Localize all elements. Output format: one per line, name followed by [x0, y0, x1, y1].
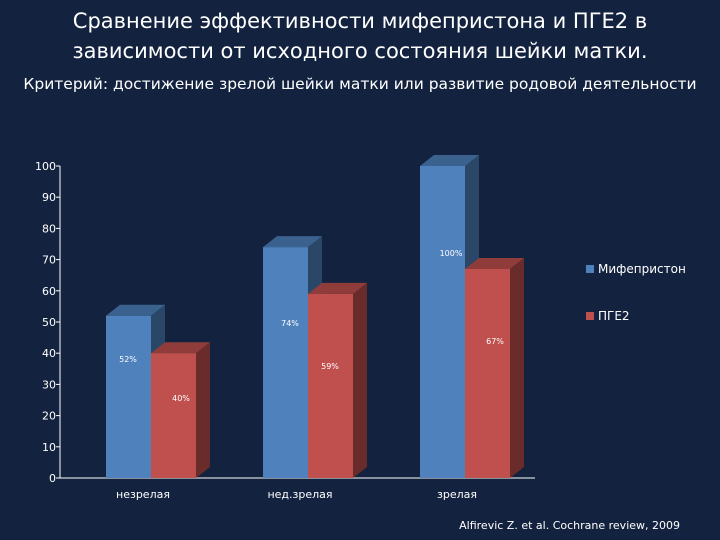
y-tick-label: 70: [42, 254, 56, 267]
legend-swatch: [586, 265, 594, 273]
y-tick-label: 10: [42, 441, 56, 454]
bar-mifepristone: [420, 166, 465, 478]
bar-mifepristone: [106, 315, 151, 478]
y-tick-label: 90: [42, 191, 56, 204]
legend-swatch: [586, 312, 594, 320]
slide-title: Сравнение эффективности мифепристона и П…: [0, 6, 720, 66]
data-label: 67%: [486, 337, 504, 346]
y-tick-label: 30: [42, 378, 56, 391]
bar-top: [308, 282, 367, 294]
y-tick-label: 60: [42, 285, 56, 298]
slide-subtitle: Критерий: достижение зрелой шейки матки …: [23, 75, 697, 93]
y-tick-label: 80: [42, 222, 56, 235]
y-tick-label: 100: [35, 160, 56, 173]
data-label: 52%: [119, 355, 137, 364]
legend-label: ПГЕ2: [598, 309, 630, 323]
bar-side: [510, 257, 524, 478]
x-category-label: нед.зрелая: [267, 488, 332, 501]
bar-mifepristone: [263, 247, 308, 478]
y-tick-label: 40: [42, 347, 56, 360]
bar-pge2: [308, 293, 353, 478]
legend-label: Мифепристон: [598, 262, 686, 276]
bar-top: [151, 342, 210, 354]
data-label: 40%: [172, 394, 190, 403]
data-label: 100%: [440, 249, 463, 258]
source-citation: Alfirevic Z. et al. Cochrane review, 200…: [459, 519, 680, 532]
data-label: 59%: [321, 362, 339, 371]
y-tick-label: 0: [49, 472, 56, 485]
bar-top: [420, 155, 479, 166]
x-category-label: незрелая: [116, 488, 170, 501]
bar-top: [263, 236, 322, 248]
data-label: 74%: [281, 319, 299, 328]
bar-top: [106, 304, 165, 316]
y-tick-label: 50: [42, 316, 56, 329]
x-category-label: зрелая: [437, 488, 477, 501]
bar-pge2: [465, 268, 510, 478]
slide-title-line-2: зависимости от исходного состояния шейки…: [72, 39, 648, 63]
bar-side: [196, 342, 210, 478]
bar-top: [465, 257, 524, 269]
slide-title-line-1: Сравнение эффективности мифепристона и П…: [72, 9, 648, 33]
bar-side: [353, 282, 367, 478]
bar-pge2: [151, 353, 196, 478]
y-tick-label: 20: [42, 410, 56, 423]
